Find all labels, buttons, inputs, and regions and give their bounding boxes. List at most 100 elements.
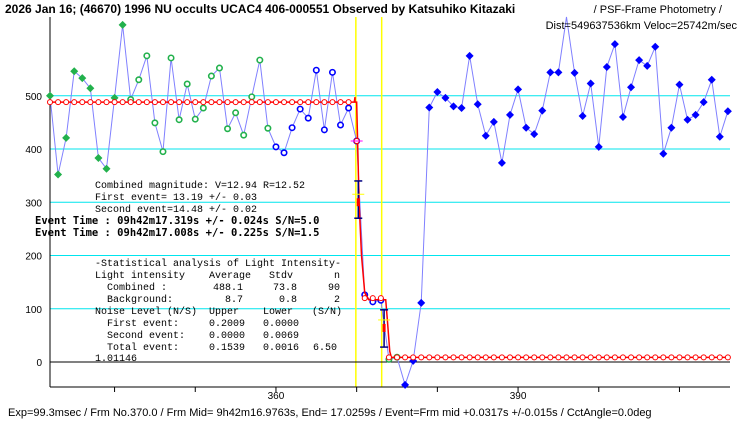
data-point: [473, 100, 482, 109]
model-point: [281, 99, 288, 106]
model-point: [724, 354, 731, 361]
ratio-value: 1.01146: [95, 354, 137, 365]
x-tick-label: 360: [268, 391, 285, 402]
event-point: [382, 323, 386, 332]
data-point: [102, 164, 111, 173]
data-point: [618, 113, 627, 122]
data-point: [610, 40, 619, 49]
data-point: [86, 84, 95, 93]
model-point: [47, 99, 53, 106]
data-point: [199, 104, 207, 112]
data-point: [337, 121, 345, 129]
model-point: [127, 99, 134, 106]
data-point: [312, 66, 320, 74]
data-point: [425, 103, 434, 112]
noise-row-label: First event:: [107, 318, 179, 330]
data-point: [304, 114, 312, 122]
model-point: [111, 99, 118, 106]
data-point: [151, 119, 159, 127]
data-point: [433, 88, 442, 97]
data-point: [570, 68, 579, 77]
model-point: [482, 354, 489, 361]
model-point: [652, 354, 659, 361]
model-point: [676, 354, 683, 361]
noise-row-upper: 0.0000: [209, 331, 245, 342]
model-point: [515, 354, 522, 361]
model-point: [63, 99, 70, 106]
y-tick-label: 300: [25, 198, 42, 209]
model-point: [184, 99, 191, 106]
data-point: [675, 80, 684, 89]
model-point: [660, 354, 667, 361]
event-point: [356, 198, 360, 207]
data-point: [328, 68, 336, 76]
stats-header-n: n: [334, 271, 340, 282]
data-point: [62, 133, 71, 142]
data-point: [272, 143, 280, 151]
stats-row-label: Background:: [107, 294, 173, 306]
data-point: [651, 42, 660, 51]
model-point: [176, 99, 183, 106]
data-point: [175, 116, 183, 124]
data-point: [602, 62, 611, 71]
model-point: [305, 99, 312, 106]
data-point: [699, 98, 708, 107]
model-point: [716, 354, 723, 361]
data-point: [70, 67, 79, 76]
stats-row-stdv: 73.8: [273, 283, 297, 294]
data-point: [345, 104, 353, 112]
data-point: [256, 56, 264, 64]
noise-row-sn: 6.50: [313, 343, 337, 354]
event-time-1: Event Time : 09h42m17.319s +/- 0.024s S/…: [35, 215, 319, 227]
data-point: [441, 93, 450, 102]
model-point: [159, 99, 166, 106]
noise-header-sn: (S/N): [312, 306, 342, 318]
footer-info: Exp=99.3msec / Frm No.370.0 / Frm Mid= 9…: [8, 407, 652, 419]
model-point: [95, 99, 102, 106]
noise-row-lower: 0.0069: [263, 331, 299, 342]
data-point: [118, 20, 127, 29]
model-point: [329, 99, 336, 106]
model-point: [208, 99, 215, 106]
model-line: [50, 96, 730, 359]
chart-title: 2026 Jan 16; (46670) 1996 NU occults UCA…: [5, 2, 515, 16]
model-point: [628, 354, 635, 361]
data-point: [417, 298, 426, 307]
model-point: [466, 354, 473, 361]
model-point: [256, 99, 263, 106]
data-point: [240, 131, 248, 139]
info-panel: Combined magnitude: V=12.94 R=12.52 Firs…: [35, 180, 319, 239]
event-markers: [352, 180, 391, 348]
data-point: [78, 74, 87, 83]
model-point: [636, 354, 643, 361]
data-point: [207, 72, 215, 80]
stats-header-stdv: Stdv: [269, 270, 293, 282]
model-point: [79, 99, 86, 106]
data-point: [481, 131, 490, 140]
model-point: [506, 354, 513, 361]
data-point: [715, 132, 724, 141]
model-point: [87, 99, 94, 106]
noise-header-label: Noise Level (N/S): [95, 306, 197, 318]
noise-row-label: Second event:: [107, 330, 185, 342]
noise-row-lower: 0.0016: [263, 343, 299, 354]
stats-row-average: 8.7: [225, 295, 243, 306]
data-point: [224, 125, 232, 133]
data-point: [707, 75, 716, 84]
model-point: [426, 354, 433, 361]
data-point: [46, 91, 54, 100]
model-point: [240, 99, 247, 106]
model-point: [442, 354, 449, 361]
model-point: [571, 354, 578, 361]
model-point: [71, 99, 78, 106]
model-point: [684, 354, 691, 361]
stats-row-stdv: 0.8: [279, 295, 297, 306]
photometry-method: / PSF-Frame Photometry /: [594, 4, 723, 16]
model-point: [498, 354, 505, 361]
event-lines: [355, 17, 383, 387]
model-point: [337, 99, 344, 106]
model-point: [587, 354, 594, 361]
data-point: [264, 124, 272, 132]
model-point: [692, 354, 699, 361]
data-point: [191, 115, 199, 123]
